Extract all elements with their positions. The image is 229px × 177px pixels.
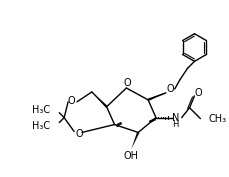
Text: O: O xyxy=(67,96,75,106)
Text: CH₃: CH₃ xyxy=(207,114,226,124)
Polygon shape xyxy=(147,92,166,101)
Text: O: O xyxy=(75,129,82,139)
Text: O: O xyxy=(123,78,131,88)
Text: O: O xyxy=(194,88,201,98)
Text: N: N xyxy=(171,113,179,123)
Polygon shape xyxy=(93,94,107,108)
Text: H₃C: H₃C xyxy=(32,121,50,130)
Text: H₃C: H₃C xyxy=(32,105,50,115)
Text: OH: OH xyxy=(123,151,138,161)
Text: H: H xyxy=(172,120,178,129)
Text: O: O xyxy=(166,84,174,94)
Polygon shape xyxy=(131,132,139,149)
